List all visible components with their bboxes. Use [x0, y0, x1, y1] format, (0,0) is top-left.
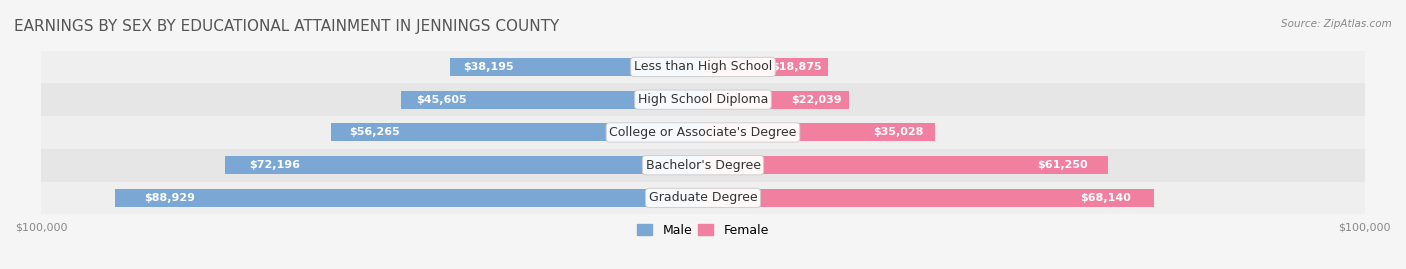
Bar [41, 116, 1365, 149]
Text: $88,929: $88,929 [143, 193, 195, 203]
Bar [330, 123, 703, 141]
Text: Source: ZipAtlas.com: Source: ZipAtlas.com [1281, 19, 1392, 29]
Text: Graduate Degree: Graduate Degree [648, 192, 758, 204]
Bar [703, 123, 935, 141]
Bar [703, 189, 1154, 207]
Text: High School Diploma: High School Diploma [638, 93, 768, 106]
Text: $45,605: $45,605 [416, 95, 467, 105]
Legend: Male, Female: Male, Female [633, 219, 773, 242]
Bar [703, 91, 849, 109]
Bar [41, 182, 1365, 214]
Text: Bachelor's Degree: Bachelor's Degree [645, 159, 761, 172]
Bar [41, 83, 1365, 116]
Text: $38,195: $38,195 [463, 62, 513, 72]
Bar [114, 189, 703, 207]
Bar [41, 51, 1365, 83]
Text: $35,028: $35,028 [873, 128, 924, 137]
Bar [703, 156, 1108, 174]
Bar [401, 91, 703, 109]
Text: $68,140: $68,140 [1080, 193, 1132, 203]
Bar [225, 156, 703, 174]
Text: $22,039: $22,039 [792, 95, 842, 105]
Bar [450, 58, 703, 76]
Text: College or Associate's Degree: College or Associate's Degree [609, 126, 797, 139]
Bar [41, 149, 1365, 182]
Text: $72,196: $72,196 [249, 160, 299, 170]
Text: Less than High School: Less than High School [634, 61, 772, 73]
Text: $61,250: $61,250 [1038, 160, 1088, 170]
Text: $56,265: $56,265 [349, 128, 401, 137]
Text: EARNINGS BY SEX BY EDUCATIONAL ATTAINMENT IN JENNINGS COUNTY: EARNINGS BY SEX BY EDUCATIONAL ATTAINMEN… [14, 19, 560, 34]
Text: $18,875: $18,875 [770, 62, 821, 72]
Bar [703, 58, 828, 76]
